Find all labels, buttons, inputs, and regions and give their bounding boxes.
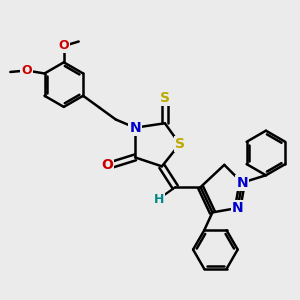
Text: O: O: [21, 64, 32, 77]
Text: N: N: [232, 201, 244, 215]
Text: S: S: [175, 137, 185, 151]
Text: S: S: [160, 91, 170, 105]
Text: N: N: [236, 176, 248, 190]
Text: N: N: [129, 121, 141, 135]
Text: H: H: [154, 193, 164, 206]
Text: O: O: [101, 158, 113, 172]
Text: O: O: [58, 40, 69, 52]
